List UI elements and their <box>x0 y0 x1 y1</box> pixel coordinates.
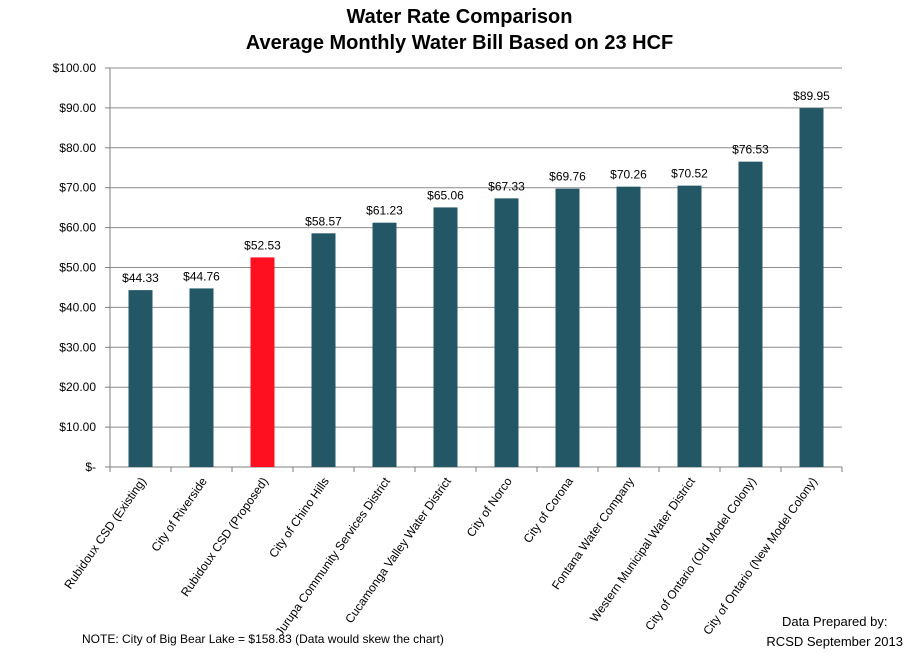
y-tick-label: $20.00 <box>59 380 96 394</box>
credit-line-1: Data Prepared by: <box>781 614 888 629</box>
chart-title-line1: Water Rate Comparison <box>346 6 573 28</box>
data-label: $61.23 <box>366 204 403 218</box>
data-label: $44.33 <box>122 271 159 285</box>
data-label: $67.33 <box>488 179 525 193</box>
category-label: City of Norco <box>464 474 515 539</box>
y-tick-label: $70.00 <box>59 181 96 195</box>
y-tick-label: $90.00 <box>59 101 96 115</box>
bar <box>189 288 214 467</box>
chart-subtitle: Average Monthly Water Bill Based on 23 H… <box>245 32 674 54</box>
data-label: $52.53 <box>244 238 281 252</box>
y-tick-label: $80.00 <box>59 141 96 155</box>
data-label: $70.52 <box>671 167 708 181</box>
data-label: $65.06 <box>427 188 464 202</box>
data-label: $69.76 <box>549 170 586 184</box>
bar <box>494 198 519 467</box>
y-tick-label: $10.00 <box>59 420 96 434</box>
data-credit: Data Prepared by: RCSD September 2013 <box>766 612 903 652</box>
y-tick-label: $60.00 <box>59 221 96 235</box>
y-tick-label: $30.00 <box>59 340 96 354</box>
bar <box>677 185 702 468</box>
bar <box>372 222 397 467</box>
y-tick-label: $100.00 <box>53 61 97 75</box>
bar <box>799 108 824 468</box>
chart-title: Water Rate Comparison Average Monthly Wa… <box>0 4 919 56</box>
bar <box>555 188 580 467</box>
y-tick-label: $- <box>85 460 96 474</box>
credit-line-2: RCSD September 2013 <box>766 634 903 649</box>
footnote: NOTE: City of Big Bear Lake = $158.83 (D… <box>82 632 444 646</box>
bar <box>616 186 641 467</box>
category-label: Rubidoux CSD (Existing) <box>61 475 149 592</box>
y-tick-label: $50.00 <box>59 261 96 275</box>
bar <box>738 161 763 467</box>
bar <box>250 257 275 467</box>
y-tick-label: $40.00 <box>59 300 96 314</box>
bar <box>128 290 153 467</box>
category-label: Western Municipal Water District <box>587 474 698 625</box>
data-label: $70.26 <box>610 168 647 182</box>
category-label: City of Riverside <box>148 474 210 554</box>
category-label: City of Ontario (Old Model Colony) <box>642 475 759 633</box>
data-label: $76.53 <box>732 143 769 157</box>
bar <box>433 207 458 468</box>
category-label: City of Chino Hills <box>266 475 332 561</box>
bar <box>311 233 336 467</box>
data-label: $44.76 <box>183 269 220 283</box>
category-label: Cucamonga Valley Water District <box>342 474 454 626</box>
data-label: $89.95 <box>793 89 830 103</box>
category-label: City of Corona <box>520 474 576 545</box>
category-label: Jurupa Community Services District <box>272 474 393 638</box>
data-label: $58.57 <box>305 214 342 228</box>
